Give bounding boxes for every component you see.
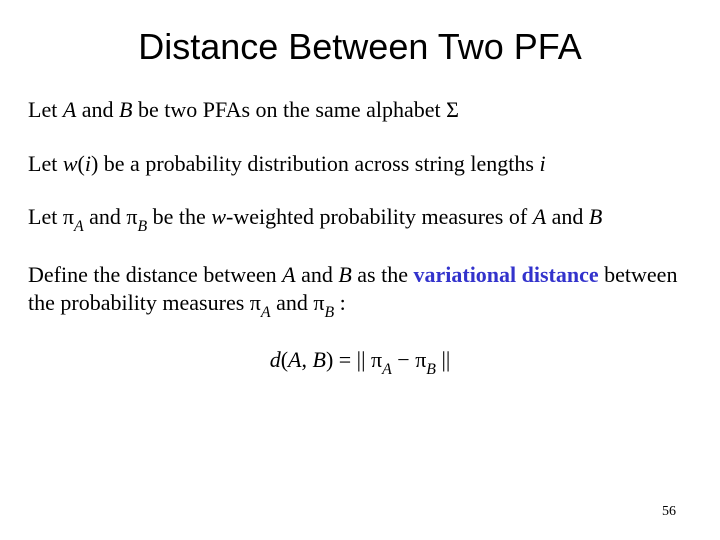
text: -weighted probability measures of	[226, 204, 533, 229]
var-b: B	[589, 204, 602, 229]
para-3: Let πA and πB be the w-weighted probabil…	[28, 203, 692, 235]
var-d: d	[270, 347, 281, 372]
para-1: Let A and B be two PFAs on the same alph…	[28, 96, 692, 124]
pi-symbol: π	[126, 204, 137, 229]
text: be the	[147, 204, 211, 229]
text: Let	[28, 204, 63, 229]
text: ,	[301, 347, 312, 372]
text: and	[84, 204, 127, 229]
pi-symbol: π	[250, 290, 261, 315]
var-a: A	[533, 204, 546, 229]
text: (	[281, 347, 288, 372]
text: and	[296, 262, 339, 287]
var-a: A	[288, 347, 301, 372]
pi-symbol: π	[371, 347, 382, 372]
text: −	[392, 347, 415, 372]
var-b: B	[312, 347, 325, 372]
text: (	[78, 151, 85, 176]
sub-b: B	[137, 218, 147, 235]
text: and	[76, 97, 119, 122]
text: Define the distance between	[28, 262, 282, 287]
sub-a: A	[382, 361, 392, 378]
para-2: Let w(i) be a probability distribution a…	[28, 150, 692, 178]
slide-title: Distance Between Two PFA	[28, 26, 692, 68]
sub-a: A	[261, 304, 271, 321]
sigma-symbol: Σ	[446, 97, 459, 122]
var-w: w	[63, 151, 78, 176]
text: be a probability distribution across str…	[98, 151, 539, 176]
pi-symbol: π	[63, 204, 74, 229]
pi-symbol: π	[313, 290, 324, 315]
text: :	[334, 290, 346, 315]
text: as the	[352, 262, 414, 287]
formula: d(A, B) = || πA − πB ||	[28, 347, 692, 377]
sub-b: B	[324, 304, 334, 321]
text: be two PFAs on the same alphabet	[133, 97, 447, 122]
text: = ||	[333, 347, 371, 372]
para-4: Define the distance between A and B as t…	[28, 261, 692, 321]
text: Let	[28, 97, 63, 122]
text: ||	[436, 347, 450, 372]
sub-b: B	[426, 361, 436, 378]
text: and	[546, 204, 589, 229]
slide: Distance Between Two PFA Let A and B be …	[0, 0, 720, 540]
sub-a: A	[74, 218, 84, 235]
var-i: i	[539, 151, 545, 176]
var-a: A	[63, 97, 76, 122]
var-a: A	[282, 262, 295, 287]
text: and	[271, 290, 314, 315]
pi-symbol: π	[415, 347, 426, 372]
text: Let	[28, 151, 63, 176]
highlight-term: variational distance	[413, 262, 598, 287]
page-number: 56	[662, 504, 676, 520]
var-b: B	[338, 262, 351, 287]
var-w: w	[211, 204, 226, 229]
var-b: B	[119, 97, 132, 122]
